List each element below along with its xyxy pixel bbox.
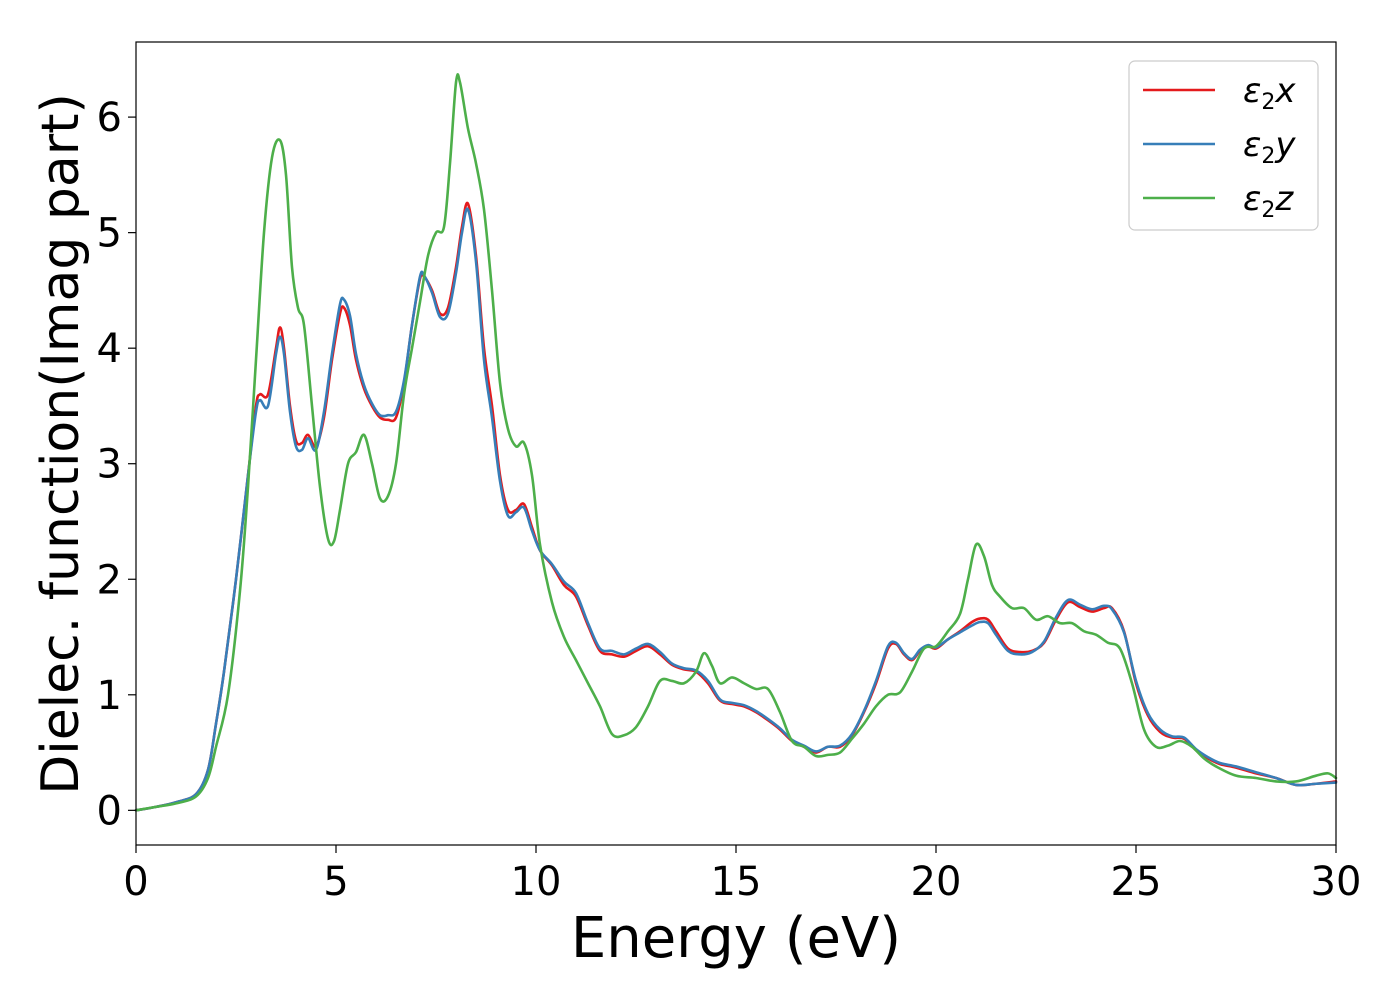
y-axis-label: Dielec. function(Imag part)	[31, 93, 91, 795]
x-tick-label: 20	[911, 859, 962, 905]
series-line-x	[134, 201, 1338, 812]
x-tick-label: 25	[1111, 859, 1162, 905]
y-tick-label: 3	[97, 442, 122, 488]
x-tick-label: 5	[323, 859, 348, 905]
y-tick-label: 6	[97, 95, 122, 141]
x-tick-label: 10	[511, 859, 562, 905]
y-tick-label: 0	[97, 788, 122, 834]
y-tick-label: 4	[97, 326, 122, 372]
series-line-z	[134, 73, 1338, 812]
legend-label-y: ε2y	[1243, 125, 1296, 169]
series-line-y	[134, 207, 1338, 812]
legend-label-x: ε2x	[1243, 71, 1296, 115]
legend-box	[1128, 60, 1319, 231]
x-tick-label: 15	[711, 859, 762, 905]
y-tick-label: 1	[97, 673, 122, 719]
x-tick-label: 30	[1311, 859, 1362, 905]
x-axis: 0 5 10 15 20 25 30	[123, 845, 1361, 905]
y-axis: 0 1 2 3 4 5 6	[97, 95, 136, 834]
x-axis-label: Energy (eV)	[571, 906, 901, 971]
legend-label-z: ε2z	[1243, 179, 1294, 223]
series-layer	[134, 73, 1338, 812]
legend: ε2x ε2y ε2z	[1128, 60, 1319, 231]
y-tick-label: 5	[97, 211, 122, 257]
y-tick-label: 2	[97, 557, 122, 603]
x-tick-label: 0	[123, 859, 148, 905]
